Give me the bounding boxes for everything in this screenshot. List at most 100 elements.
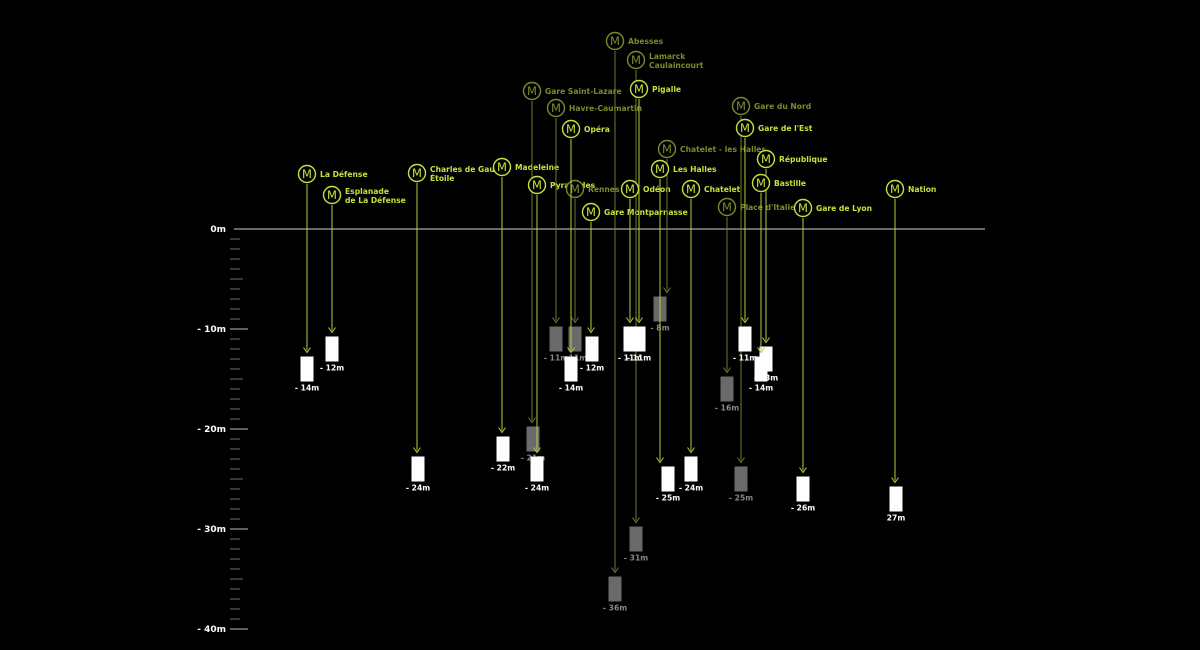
depth-bar [411, 456, 425, 482]
depth-label: - 26m [791, 504, 815, 513]
axis-tick-label: - 30m [197, 525, 226, 535]
depth-bar [530, 456, 544, 482]
depth-bar [684, 456, 698, 482]
depth-bar [549, 326, 563, 352]
depth-label: - 16m [715, 404, 739, 413]
svg-text:M: M [798, 201, 808, 215]
axis-tick-label: - 20m [197, 425, 226, 435]
depth-label: - 24m [406, 484, 430, 493]
station-gare-de-lyon: M Gare de Lyon - 26m [791, 198, 872, 513]
station-name: Bastille [774, 179, 806, 188]
metro-m-icon: M [629, 79, 649, 99]
station-name: Lamarck Caulaincourt [649, 52, 704, 70]
depth-label: - 36m [603, 604, 627, 613]
station-name: Gare du Nord [754, 102, 811, 111]
station-name: Chatelet [704, 185, 741, 194]
svg-text:M: M [655, 162, 665, 176]
station-name: Charles de Gaulle Étoile [430, 165, 505, 183]
svg-text:M: M [756, 176, 766, 190]
arrow-down-icon [552, 317, 560, 324]
axis-tick-label: 0m [210, 225, 226, 235]
svg-text:M: M [566, 122, 576, 136]
station-madeleine: M Madeleine - 22m [491, 157, 559, 473]
depth-bar [720, 376, 734, 402]
station-name: Odéon [643, 185, 671, 194]
arrow-down-icon [656, 457, 664, 464]
metro-m-icon: M [527, 175, 547, 195]
svg-text:M: M [570, 182, 580, 196]
svg-text:M: M [631, 53, 641, 67]
station-gare-du-nord: M Gare du Nord - 25m [729, 96, 811, 503]
depth-label: - 14m [295, 384, 319, 393]
station-name: Nation [908, 185, 936, 194]
metro-m-icon: M [620, 179, 640, 199]
depth-bar [325, 336, 339, 362]
metro-m-icon: M [546, 98, 566, 118]
depth-bar [496, 436, 510, 462]
arrow-down-icon [632, 517, 640, 524]
depth-label: - 22m [491, 464, 515, 473]
axis-tick-label: - 10m [197, 325, 226, 335]
depth-bar [568, 326, 582, 352]
depth-label: - 11m [618, 354, 642, 363]
station-name: Place d'Italie [740, 203, 795, 212]
station-name: Pigalle [652, 85, 681, 94]
station-name: Gare Saint-Lazare [545, 87, 622, 96]
svg-text:M: M [586, 205, 596, 219]
station-name: Gare Montparnasse [604, 208, 688, 217]
station-name: Rennes [588, 185, 620, 194]
svg-text:M: M [686, 182, 696, 196]
metro-m-icon: M [717, 197, 737, 217]
svg-text:M: M [497, 160, 507, 174]
station-name: Les Halles [673, 165, 717, 174]
station-name: Chatelet - les Halles [680, 145, 766, 154]
svg-text:M: M [740, 121, 750, 135]
depth-label: - 24m [525, 484, 549, 493]
station-name: Gare de Lyon [816, 204, 872, 213]
depth-label: - 14m [559, 384, 583, 393]
station-gare-montparnasse: M Gare Montparnasse - 12m [580, 202, 688, 373]
metro-m-icon: M [735, 118, 755, 138]
metro-m-icon: M [565, 179, 585, 199]
svg-text:M: M [625, 182, 635, 196]
metro-m-icon: M [581, 202, 601, 222]
station-odeon: M Odéon - 11m [618, 179, 671, 363]
arrow-down-icon [413, 447, 421, 454]
depth-label: - 25m [729, 494, 753, 503]
station-name: Havre-Caumartin [569, 104, 642, 113]
depth-label: - 12m [580, 364, 604, 373]
arrow-down-icon [328, 327, 336, 334]
svg-text:M: M [532, 178, 542, 192]
metro-m-icon: M [297, 164, 317, 184]
station-name: Esplanade de La Défense [345, 187, 406, 205]
depth-bar [738, 326, 752, 352]
metro-m-icon: M [626, 50, 646, 70]
metro-m-icon: M [756, 149, 776, 169]
station-esplanade-de-la-defense: M Esplanade de La Défense - 12m [320, 185, 406, 373]
arrow-down-icon [799, 467, 807, 474]
depth-bar [629, 526, 643, 552]
station-place-d-italie: M Place d'Italie - 16m [715, 197, 795, 413]
station-la-defense: M La Défense - 14m [295, 164, 368, 393]
arrow-down-icon [737, 457, 745, 464]
arrow-down-icon [723, 367, 731, 374]
metro-m-icon: M [522, 81, 542, 101]
depth-bar [564, 356, 578, 382]
arrow-down-icon [303, 347, 311, 354]
station-opera: M Opéra - 14m [559, 119, 610, 393]
arrow-down-icon [498, 427, 506, 434]
svg-text:M: M [890, 182, 900, 196]
station-name: Madeleine [515, 163, 559, 172]
arrow-down-icon [567, 347, 575, 354]
depth-bar [754, 356, 768, 382]
svg-text:M: M [327, 188, 337, 202]
depth-label: - 31m [624, 554, 648, 563]
depth-bar [734, 466, 748, 492]
svg-text:M: M [662, 142, 672, 156]
metro-m-icon: M [731, 96, 751, 116]
station-name: Opéra [584, 125, 610, 134]
depth-bar [585, 336, 599, 362]
arrow-down-icon [571, 317, 579, 324]
metro-m-icon: M [681, 179, 701, 199]
